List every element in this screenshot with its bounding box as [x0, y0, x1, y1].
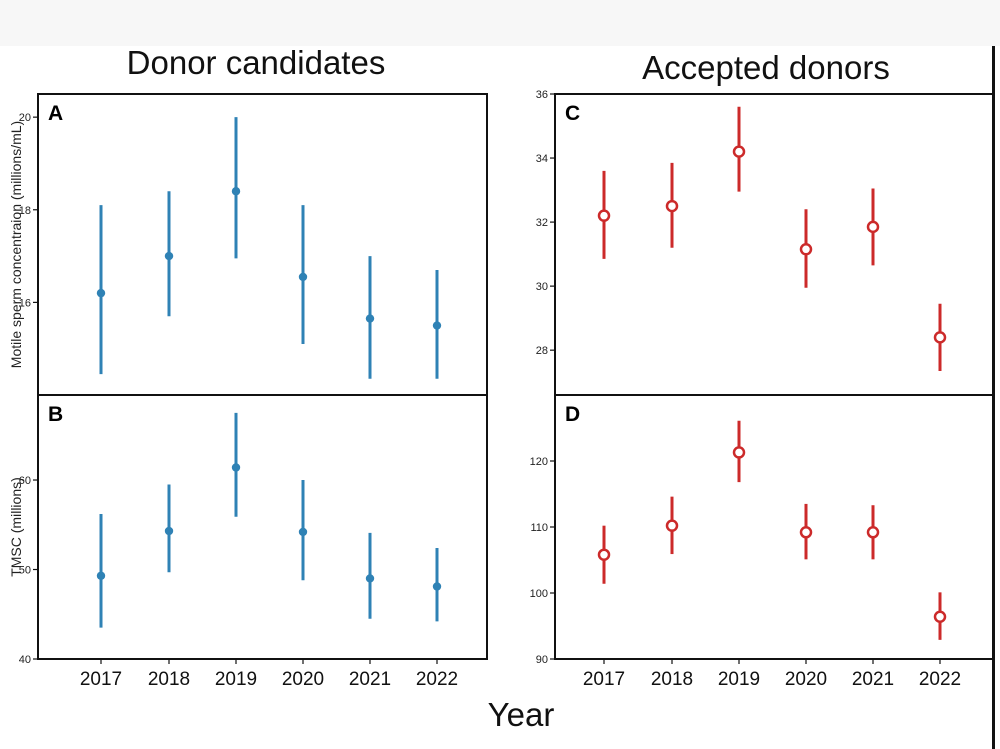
data-point [799, 243, 813, 256]
data-point [866, 526, 880, 539]
data-point [732, 145, 746, 158]
x-tick-label: 2020 [785, 669, 827, 690]
data-point [665, 199, 679, 213]
x-tick-label: 2018 [148, 669, 190, 690]
y-tick-label: 36 [536, 89, 548, 101]
data-point [665, 519, 679, 532]
panel-letter: A [48, 102, 63, 125]
y-tick-label: 120 [530, 456, 548, 468]
data-point [933, 331, 947, 344]
y-tick-label: 50 [19, 565, 31, 577]
y-tick-label: 16 [19, 297, 31, 309]
y-tick-label: 110 [530, 522, 548, 534]
y-tick-label: 60 [19, 475, 31, 487]
x-axis-label: Year [488, 696, 555, 733]
x-tick-label: 2019 [215, 669, 257, 690]
data-point [231, 187, 241, 196]
data-point [799, 526, 813, 539]
left-column-title: Donor candidates [127, 44, 386, 81]
data-point [597, 548, 611, 561]
x-tick-label: 2017 [80, 669, 122, 690]
y-tick-label: 28 [536, 345, 548, 357]
panel-letter: C [565, 102, 580, 125]
data-point [298, 272, 308, 282]
x-tick-label: 2019 [718, 669, 760, 690]
data-point [597, 209, 611, 222]
y-axis-label: Motile sperm concentraion (millions/mL) [8, 121, 24, 368]
data-point [231, 463, 241, 472]
y-tick-label: 40 [19, 654, 31, 666]
panel-frame [37, 93, 488, 396]
data-point [164, 526, 174, 536]
y-tick-label: 34 [536, 153, 548, 165]
x-tick-label: 2022 [919, 669, 961, 690]
x-tick-label: 2021 [349, 669, 391, 690]
panel-frame [554, 93, 994, 396]
data-point [432, 582, 442, 591]
panel-letter: D [565, 403, 580, 426]
right-column-title: Accepted donors [642, 49, 890, 86]
x-tick-label: 2018 [651, 669, 693, 690]
x-tick-label: 2021 [852, 669, 894, 690]
y-axis-label: TMSC (millions) [8, 477, 24, 577]
y-tick-label: 90 [536, 654, 548, 666]
y-tick-label: 30 [536, 281, 548, 293]
y-tick-label: 100 [530, 588, 548, 600]
panel-c: C 28 30 32 34 36 [536, 89, 994, 396]
data-point [365, 574, 375, 583]
x-tick-label: 2020 [282, 669, 324, 690]
panel-d: D 90 100 110 120 2017 2018 2019 2020 2021 2022 [530, 394, 994, 690]
data-point [298, 527, 308, 537]
y-tick-label: 20 [19, 112, 31, 124]
data-point [164, 251, 174, 261]
data-point [732, 446, 746, 459]
panel-frame [37, 394, 488, 660]
data-point [96, 288, 106, 298]
panel-letter: B [48, 403, 63, 426]
data-point [933, 610, 947, 624]
y-tick-label: 18 [19, 205, 31, 217]
x-tick-label: 2022 [416, 669, 458, 690]
panel-frame [554, 394, 994, 660]
data-point [432, 321, 442, 330]
data-point [365, 314, 375, 323]
y-tick-label: 32 [536, 217, 548, 229]
data-point [96, 571, 106, 580]
data-point [866, 220, 880, 234]
top-margin-band [0, 0, 1000, 46]
x-tick-label: 2017 [583, 669, 625, 690]
